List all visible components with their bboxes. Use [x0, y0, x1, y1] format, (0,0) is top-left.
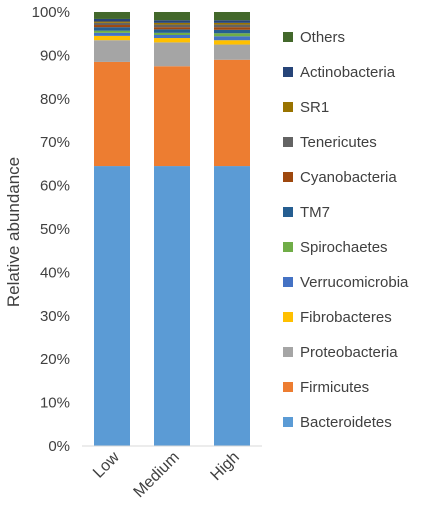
legend-label: Tenericutes [300, 134, 377, 151]
bar-segment-sr1 [214, 22, 250, 25]
bar-segment-proteobacteria [94, 40, 130, 62]
bar-segment-actinobacteria [154, 20, 190, 23]
y-tick-label: 100% [32, 4, 70, 21]
bar-segment-fibrobacteres [94, 35, 130, 41]
x-tick-label: Low [90, 448, 123, 481]
legend-label: Cyanobacteria [300, 169, 397, 186]
bar-segment-tm7 [214, 29, 250, 34]
y-tick-label: 10% [40, 395, 70, 412]
y-tick-label: 80% [40, 91, 70, 108]
legend-swatch [283, 382, 293, 392]
bar-segment-sr1 [94, 21, 130, 23]
legend-label: Bacteroidetes [300, 414, 392, 431]
bar-segment-firmicutes [94, 61, 130, 167]
legend-label: Others [300, 29, 345, 46]
x-tick-label: High [208, 449, 243, 484]
bar-segment-firmicutes [214, 59, 250, 167]
bar-segment-firmicutes [154, 66, 190, 167]
legend-label: Spirochaetes [300, 239, 388, 256]
legend-label: SR1 [300, 99, 329, 116]
legend-swatch [283, 242, 293, 252]
y-tick-label: 70% [40, 134, 70, 151]
bar-segment-verrucomicrobia [214, 36, 250, 41]
bar-segment-actinobacteria [94, 18, 130, 22]
legend-label: Proteobacteria [300, 344, 398, 361]
bar-segment-tenericutes [214, 24, 250, 28]
bar-segment-bacteroidetes [214, 166, 250, 446]
bar-segment-tm7 [94, 27, 130, 31]
bar-segment-others [94, 12, 130, 19]
legend-swatch [283, 172, 293, 182]
bar-segment-fibrobacteres [214, 40, 250, 45]
legend-label: TM7 [300, 204, 330, 221]
bar-segment-others [214, 12, 250, 21]
legend-swatch [283, 32, 293, 42]
bar-segment-verrucomicrobia [154, 35, 190, 39]
bar-segment-spirochaetes [154, 32, 190, 36]
bar-segment-actinobacteria [214, 20, 250, 23]
legend-label: Fibrobacteres [300, 309, 392, 326]
y-tick-label: 30% [40, 308, 70, 325]
legend-swatch [283, 347, 293, 357]
x-tick-label: Medium [131, 449, 183, 501]
legend-label: Verrucomicrobia [300, 274, 409, 291]
bar-segment-fibrobacteres [154, 38, 190, 43]
y-tick-label: 40% [40, 264, 70, 281]
bar-segment-tm7 [154, 29, 190, 33]
bar-segment-tenericutes [154, 24, 190, 28]
y-tick-label: 90% [40, 47, 70, 64]
x-axis-ticks: Low Medium High [90, 448, 243, 501]
y-tick-label: 60% [40, 178, 70, 195]
legend-swatch [283, 312, 293, 322]
bar-segment-others [154, 12, 190, 21]
legend-swatch [283, 417, 293, 427]
bar-segment-bacteroidetes [94, 166, 130, 446]
legend-swatch [283, 207, 293, 217]
y-tick-label: 20% [40, 351, 70, 368]
bar-segment-proteobacteria [214, 44, 250, 60]
bar-segment-spirochaetes [214, 33, 250, 37]
bar-segment-cyanobacteria [214, 27, 250, 30]
legend-swatch [283, 67, 293, 77]
y-tick-label: 0% [48, 438, 70, 455]
legend: Bacteroidetes Firmicutes Proteobacteria Fib… [283, 29, 409, 431]
legend-swatch [283, 102, 293, 112]
bars [94, 12, 250, 446]
bar-segment-verrucomicrobia [94, 32, 130, 36]
bar-segment-proteobacteria [154, 42, 190, 67]
legend-label: Actinobacteria [300, 64, 396, 81]
bar-segment-cyanobacteria [154, 27, 190, 30]
bar-segment-sr1 [154, 22, 190, 25]
legend-swatch [283, 137, 293, 147]
legend-label: Firmicutes [300, 379, 369, 396]
bar-segment-spirochaetes [94, 30, 130, 33]
y-tick-label: 50% [40, 221, 70, 238]
bar-segment-tenericutes [94, 22, 130, 26]
bar-segment-bacteroidetes [154, 166, 190, 446]
bar-segment-cyanobacteria [94, 25, 130, 28]
y-axis-label: Relative abundance [4, 157, 23, 307]
y-axis-ticks: 0% 10% 20% 30% 40% 50% 60% 70% 80% 90% 100% [32, 4, 70, 455]
legend-swatch [283, 277, 293, 287]
